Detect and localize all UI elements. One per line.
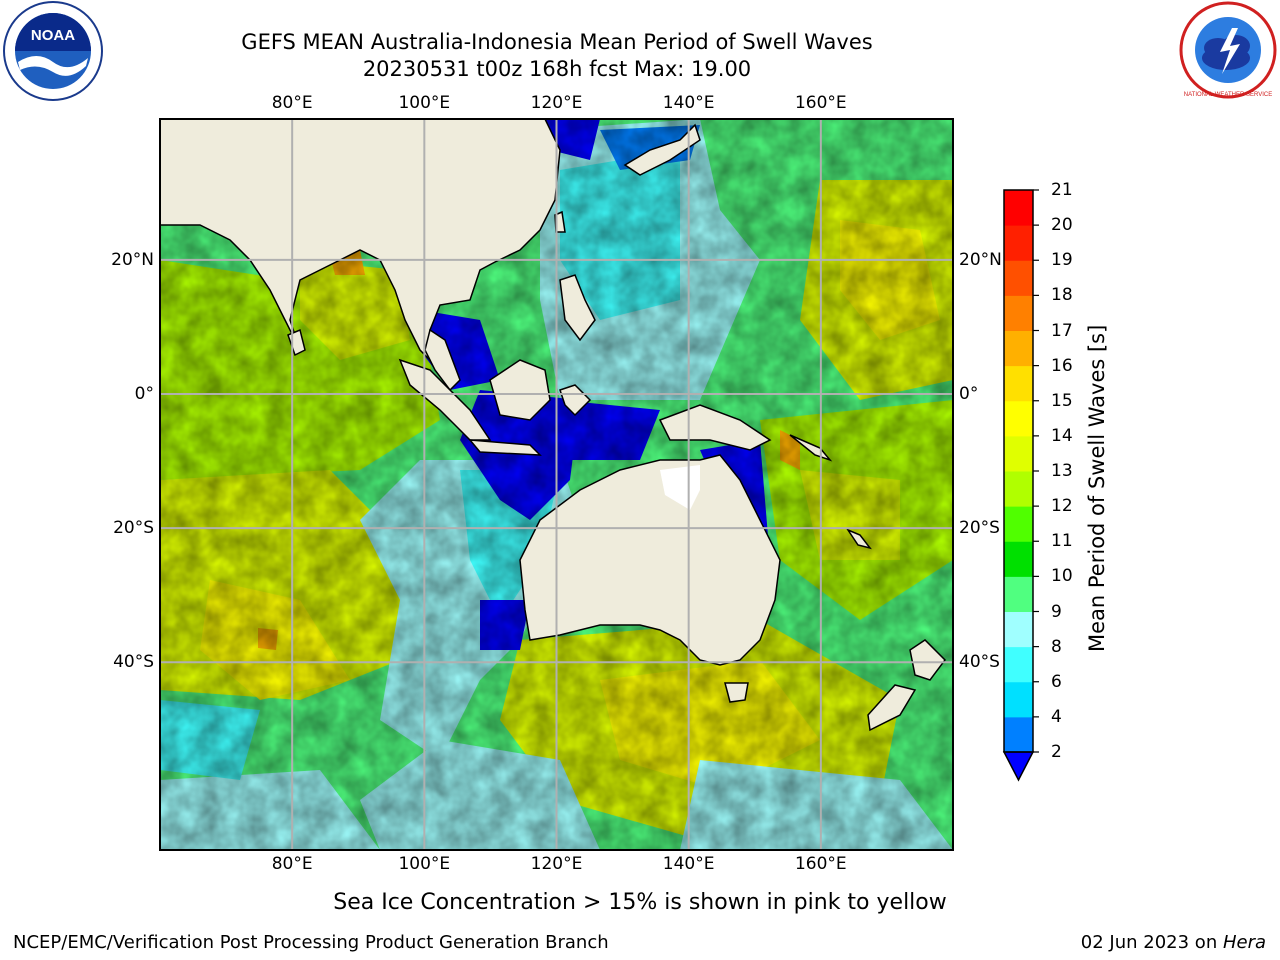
- colorbar-segment-2: [1004, 646, 1033, 683]
- colorbar-segment-4: [1004, 576, 1033, 612]
- noaa-logo-text: NOAA: [31, 27, 75, 44]
- map-frame: [159, 118, 954, 851]
- colorbar-tick-label-6: 11: [1051, 531, 1073, 552]
- colorbar-tick-label-9: 14: [1051, 425, 1073, 446]
- lon-tick-bottom-3: 140°E: [662, 854, 715, 874]
- colorbar-segment-3: [1004, 611, 1033, 648]
- colorbar-tick-label-8: 13: [1051, 461, 1073, 481]
- lat-tick-left-1: 0°: [134, 383, 154, 404]
- lat-tick-left-0: 20°N: [111, 249, 154, 270]
- nws-logo-icon: NATIONAL WEATHER SERVICE: [1179, 1, 1277, 99]
- colorbar-segment-10: [1004, 365, 1033, 402]
- colorbar-tick-label-14: 19: [1051, 250, 1073, 271]
- lon-tick-bottom-2: 120°E: [530, 854, 583, 874]
- colorbar-tick-label-12: 17: [1051, 320, 1073, 341]
- colorbar: [1002, 189, 1039, 782]
- colorbar-segment-6: [1004, 506, 1033, 542]
- colorbar-segment-14: [1004, 225, 1033, 261]
- nws-logo-text: NATIONAL WEATHER SERVICE: [1184, 92, 1272, 98]
- colorbar-tick-label-13: 18: [1051, 285, 1073, 306]
- footer-date-text: 02 Jun 2023 on: [1080, 932, 1223, 953]
- colorbar-segment-12: [1004, 295, 1033, 331]
- lat-tick-left-2: 20°S: [113, 518, 154, 539]
- colorbar-tick-label-2: 6: [1051, 671, 1062, 692]
- colorbar-segment-0: [1004, 716, 1033, 753]
- lat-tick-right-0: 20°N: [959, 249, 1002, 270]
- colorbar-tick-label-10: 15: [1051, 390, 1073, 411]
- colorbar-tick-label-15: 20: [1051, 215, 1073, 236]
- colorbar-segment-7: [1004, 471, 1033, 507]
- colorbar-tick-label-11: 16: [1051, 355, 1073, 376]
- lon-tick-top-4: 160°E: [794, 93, 847, 113]
- colorbar-tick-label-0: 2: [1051, 742, 1062, 762]
- lon-tick-top-0: 80°E: [271, 93, 313, 113]
- colorbar-tick-label-16: 21: [1051, 180, 1073, 200]
- lon-tick-top-2: 120°E: [530, 93, 583, 113]
- lat-tick-right-3: 40°S: [959, 652, 1000, 673]
- colorbar-tick-label-1: 4: [1051, 706, 1062, 727]
- colorbar-tick-label-7: 12: [1051, 496, 1073, 517]
- footer-host: Hera: [1222, 932, 1266, 953]
- lon-tick-top-3: 140°E: [662, 93, 715, 113]
- lon-tick-top-1: 100°E: [398, 93, 451, 113]
- colorbar-segment-5: [1004, 541, 1033, 577]
- colorbar-segment-13: [1004, 260, 1033, 296]
- colorbar-segment-11: [1004, 330, 1033, 367]
- lat-tick-right-1: 0°: [959, 383, 979, 404]
- colorbar-segment-1: [1004, 681, 1033, 718]
- colorbar-title: Mean Period of Swell Waves [s]: [1085, 324, 1109, 652]
- colorbar-extend-triangle: [1002, 751, 1035, 782]
- colorbar-tick-label-5: 10: [1051, 566, 1073, 587]
- colorbar-segment-8: [1004, 435, 1033, 472]
- colorbar-tick-label-3: 8: [1051, 636, 1062, 657]
- chart-title-line1: GEFS MEAN Australia-Indonesia Mean Perio…: [241, 30, 873, 54]
- sea-ice-note: Sea Ice Concentration > 15% is shown in …: [333, 890, 947, 915]
- colorbar-segment-15: [1004, 190, 1033, 226]
- lon-tick-bottom-1: 100°E: [398, 854, 451, 874]
- colorbar-segment-9: [1004, 400, 1033, 437]
- land-masses: [160, 119, 946, 732]
- lon-tick-bottom-4: 160°E: [794, 854, 847, 874]
- graticule: [160, 119, 953, 850]
- footer-credit: NCEP/EMC/Verification Post Processing Pr…: [13, 932, 609, 953]
- colorbar-tick-label-4: 9: [1051, 601, 1062, 622]
- chart-title-line2: 20230531 t00z 168h fcst Max: 19.00: [362, 57, 752, 81]
- lat-tick-left-3: 40°S: [113, 652, 154, 673]
- lat-tick-right-2: 20°S: [959, 518, 1000, 539]
- lon-tick-bottom-0: 80°E: [271, 854, 313, 874]
- noaa-logo-icon: NOAA: [3, 1, 103, 101]
- footer-date: 02 Jun 2023 on Hera: [1081, 932, 1266, 953]
